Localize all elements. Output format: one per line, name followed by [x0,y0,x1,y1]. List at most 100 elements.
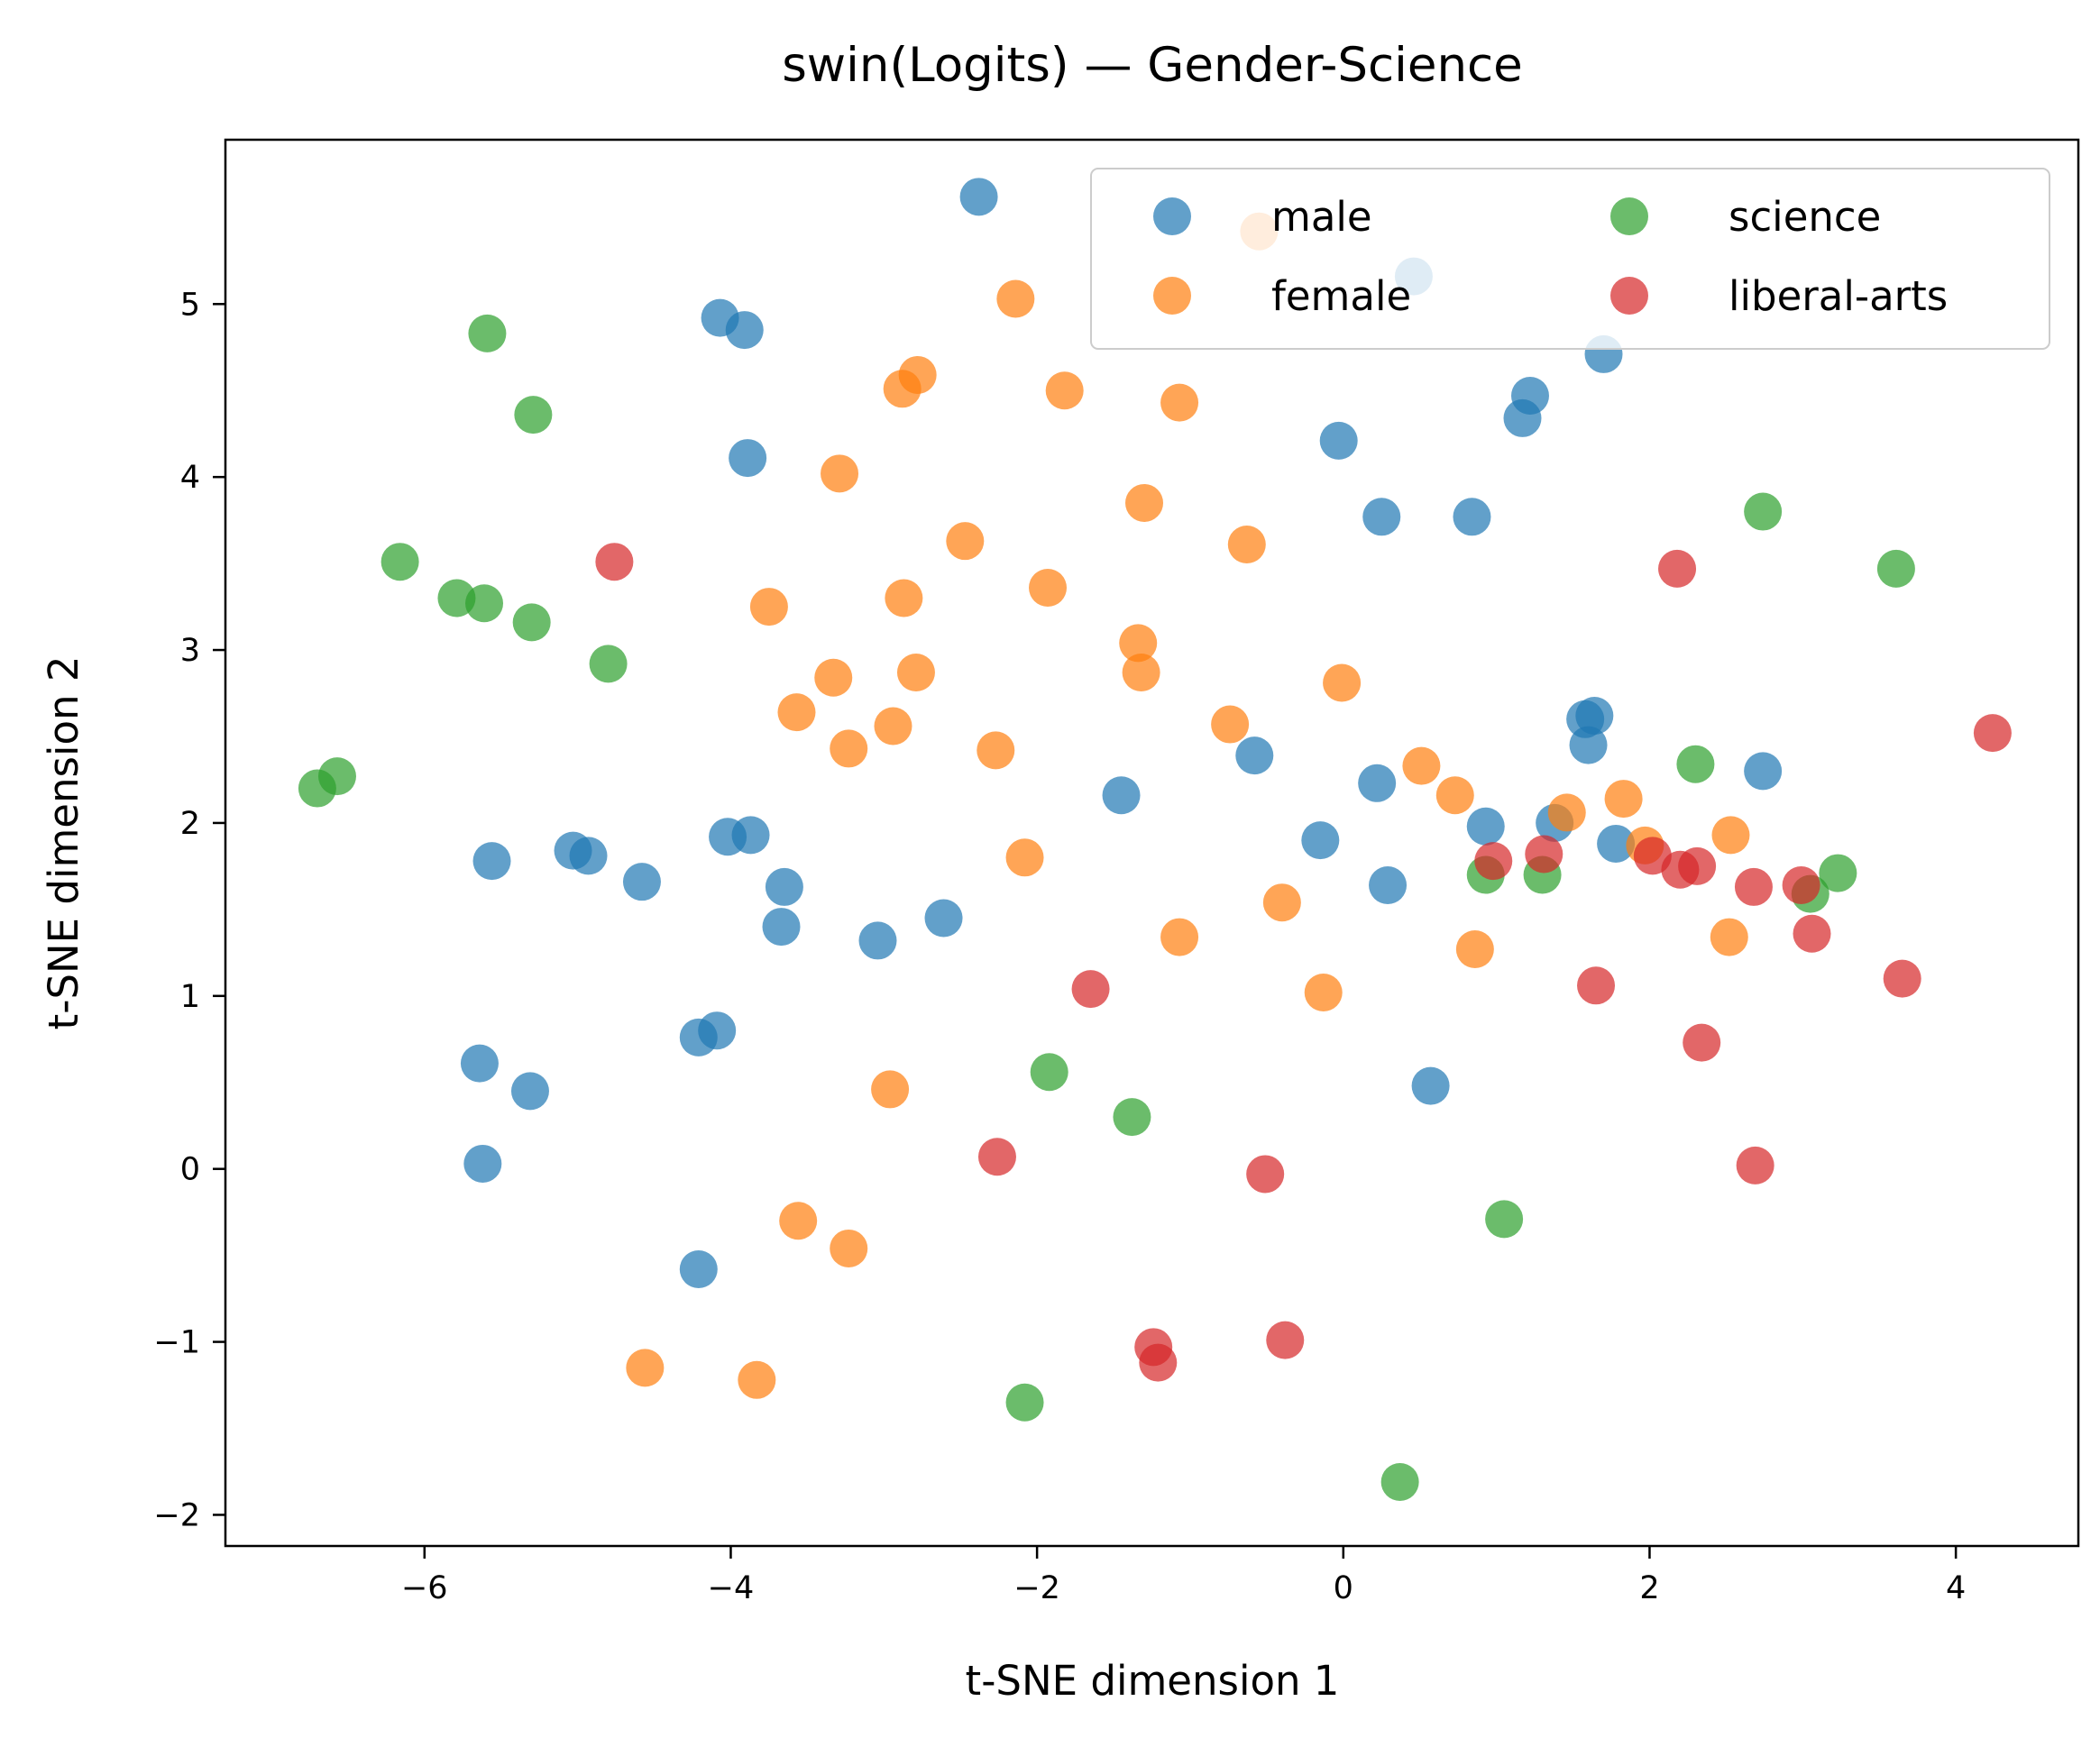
point-liberal-arts-11 [1883,959,1921,998]
point-female-38 [626,1349,665,1387]
legend-marker-male [1153,197,1191,235]
point-female-12 [885,579,923,617]
point-male-13 [1569,726,1608,764]
point-female-24 [1435,776,1474,815]
point-science-0 [468,314,507,352]
point-female-4 [1045,371,1084,410]
y-tick-label: 3 [180,633,200,669]
point-female-9 [1227,526,1266,564]
point-science-2 [381,543,419,581]
point-liberal-arts-0 [595,543,634,581]
point-male-20 [1597,824,1636,863]
legend: male female science liberal-arts [1090,168,2050,350]
point-male-17 [1102,776,1141,815]
point-male-21 [1301,821,1340,860]
x-tick-label: 2 [1639,1570,1659,1606]
point-female-20 [1211,705,1250,744]
point-male-36 [698,1011,737,1050]
point-liberal-arts-19 [1139,1343,1178,1382]
point-liberal-arts-15 [977,1138,1016,1176]
point-male-31 [858,921,897,960]
point-female-36 [779,1202,818,1240]
data-points [298,178,2012,1502]
point-science-8 [317,757,356,796]
point-female-15 [814,658,853,697]
legend-marker-science [1610,197,1648,235]
point-liberal-arts-12 [1071,970,1110,1009]
point-female-30 [1262,883,1301,922]
point-male-8 [1319,421,1358,460]
legend-label-male: male [1271,193,1372,241]
point-male-23 [472,842,511,881]
point-science-15 [1819,854,1857,892]
point-female-10 [1029,568,1068,607]
point-science-4 [465,584,504,623]
legend-label-liberal-arts: liberal-arts [1729,272,1948,320]
point-female-32 [1710,918,1748,956]
point-female-18 [777,693,816,732]
point-male-39 [679,1249,718,1288]
point-liberal-arts-10 [1793,914,1831,953]
point-female-37 [830,1229,868,1267]
point-male-15 [1235,736,1274,775]
point-female-34 [1304,973,1343,1011]
point-female-8 [946,522,985,561]
point-liberal-arts-8 [1734,867,1773,906]
point-female-35 [871,1070,910,1109]
point-male-9 [1362,498,1401,536]
point-liberal-arts-17 [1736,1146,1774,1185]
point-science-6 [589,645,628,683]
point-male-34 [510,1072,549,1111]
point-male-16 [1358,764,1397,802]
point-liberal-arts-4 [1525,835,1564,874]
point-male-0 [959,178,998,216]
point-female-29 [1005,838,1044,877]
point-male-37 [1411,1066,1450,1105]
point-female-26 [1604,780,1643,819]
point-female-23 [1402,746,1441,785]
point-female-17 [1323,663,1362,702]
x-tick-label: 0 [1334,1570,1353,1606]
point-female-25 [1547,793,1586,832]
point-male-14 [1744,752,1783,791]
point-male-29 [765,867,803,906]
point-male-6 [1503,398,1542,437]
point-liberal-arts-16 [1246,1155,1285,1194]
legend-marker-liberal-arts [1610,277,1648,315]
point-science-5 [512,603,551,642]
x-tick-label: 4 [1946,1570,1966,1606]
point-liberal-arts-7 [1678,846,1717,885]
point-female-16 [896,653,935,691]
plot-frame [224,138,2080,1548]
x-tick-label: −2 [1013,1570,1060,1606]
point-male-38 [463,1144,502,1183]
legend-label-female: female [1271,272,1411,320]
point-liberal-arts-2 [1973,714,2012,753]
point-female-3 [883,370,922,408]
point-female-7 [1125,483,1164,522]
y-tick-label: −2 [153,1497,200,1533]
x-axis-label: t-SNE dimension 1 [966,1657,1340,1705]
point-liberal-arts-20 [1266,1321,1305,1359]
y-tick-label: −1 [153,1325,200,1361]
point-female-19 [874,707,912,746]
point-science-9 [1744,492,1783,531]
point-female-33 [1455,930,1494,969]
point-science-20 [1380,1463,1419,1502]
x-tick-label: −4 [708,1570,755,1606]
point-science-1 [514,396,553,434]
y-axis-ticks: −2 −1 0 1 2 3 4 5 [153,287,225,1533]
y-tick-label: 5 [180,287,200,323]
point-female-28 [1711,816,1750,855]
point-liberal-arts-13 [1577,966,1616,1005]
x-tick-label: −6 [401,1570,448,1606]
point-female-14 [1122,653,1160,691]
point-liberal-arts-9 [1782,866,1820,905]
point-male-22 [1369,866,1408,905]
point-liberal-arts-3 [1474,842,1513,881]
point-male-32 [924,899,963,938]
point-female-1 [996,279,1035,318]
point-male-25 [569,837,608,875]
y-axis-label: t-SNE dimension 2 [40,656,87,1030]
